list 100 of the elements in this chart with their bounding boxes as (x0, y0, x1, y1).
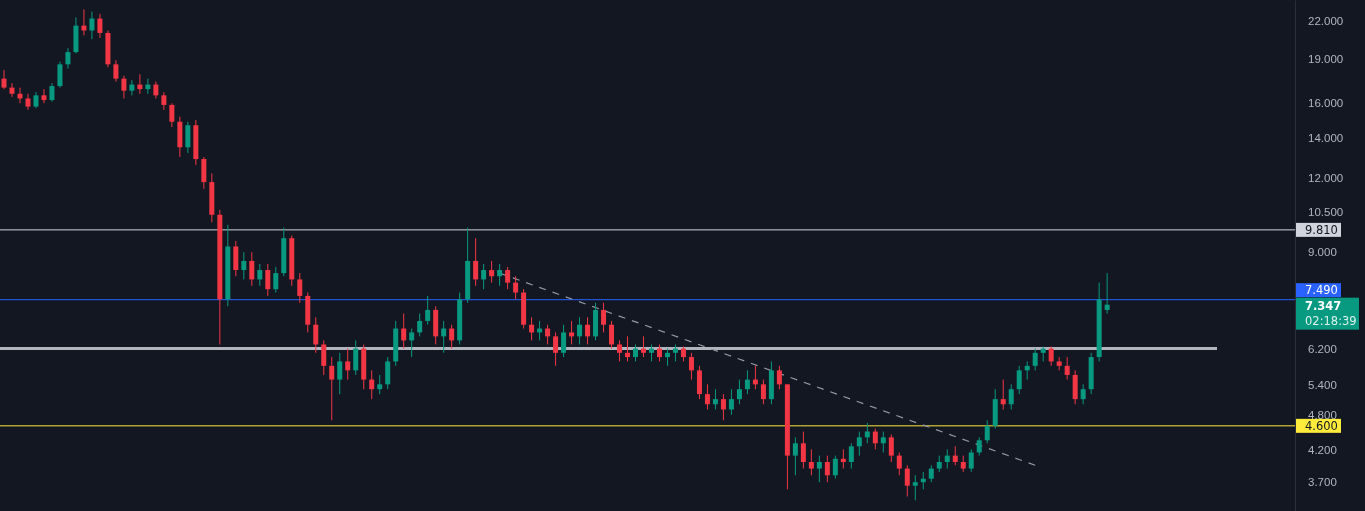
candlestick (944, 448, 950, 470)
candlestick (57, 61, 63, 89)
candlestick (561, 324, 567, 358)
candlestick (41, 88, 47, 104)
candlestick (569, 320, 575, 345)
candlestick (417, 313, 423, 337)
candlestick (481, 263, 487, 290)
candlestick (353, 339, 359, 376)
candlestick (840, 448, 846, 470)
candlestick (553, 331, 559, 367)
candlestick (704, 383, 710, 410)
candlestick (265, 263, 271, 297)
candlestick (377, 374, 383, 395)
text: 02:18:39 (1305, 313, 1357, 328)
candlestick (449, 324, 455, 350)
candlestick (824, 455, 830, 483)
candlestick (832, 455, 838, 480)
ref-line-label: 7.490 (1305, 283, 1338, 298)
candlestick (1048, 346, 1054, 367)
candlestick (497, 263, 503, 287)
y-tick-label: 16.000 (1308, 97, 1344, 110)
candlestick (872, 428, 878, 450)
candlestick (609, 320, 615, 350)
candlestick (425, 295, 431, 326)
ref-line-label: 9.810 (1305, 222, 1338, 237)
candlestick (577, 316, 583, 345)
candlestick (321, 339, 327, 376)
candlestick (776, 365, 782, 390)
y-tick-label: 5.400 (1308, 378, 1337, 391)
candlestick (808, 448, 814, 476)
candlestick (904, 464, 910, 498)
candlestick (1032, 348, 1038, 371)
candlestick (385, 356, 391, 390)
candlestick (9, 82, 15, 98)
candlestick (888, 433, 894, 463)
candlestick (169, 102, 175, 128)
candlestick (1000, 379, 1006, 410)
candlestick (984, 419, 990, 444)
candlestick (49, 82, 55, 103)
candlestick (329, 356, 335, 421)
candlestick (401, 313, 407, 350)
text: 7.347 (1305, 298, 1342, 313)
candlestick (273, 266, 279, 294)
candlestick (545, 324, 551, 345)
y-tick-label: 3.700 (1308, 476, 1337, 489)
candlestick (976, 436, 982, 457)
candlestick (1016, 365, 1022, 395)
candlestick (848, 442, 854, 470)
candlestick (233, 240, 239, 277)
candlestick (816, 455, 822, 483)
y-tick-label: 6.200 (1308, 342, 1337, 355)
candlestick (441, 320, 447, 354)
candlestick (1104, 272, 1110, 315)
candlestick (968, 448, 974, 473)
candlestick (800, 431, 806, 470)
candlestick (513, 275, 519, 300)
candlestick (880, 431, 886, 453)
candlestick (585, 316, 591, 345)
candlestick (744, 369, 750, 395)
candlestick (97, 13, 103, 39)
candlestick (201, 156, 207, 190)
y-tick-label: 4.200 (1308, 443, 1337, 456)
candlestick (529, 316, 535, 341)
candlestick (625, 335, 631, 362)
y-tick-label: 9.000 (1308, 246, 1337, 259)
candlestick (89, 11, 95, 40)
candlestick (345, 348, 351, 381)
candlestick (313, 316, 319, 354)
y-tick-label: 19.000 (1308, 53, 1344, 66)
candlestick (337, 352, 343, 395)
candlestick (760, 379, 766, 405)
candlestick (121, 75, 127, 99)
candlestick (257, 263, 263, 287)
candlestick (1008, 383, 1014, 410)
candlestick (728, 388, 734, 416)
candlestick (249, 251, 255, 287)
y-tick-label: 12.000 (1308, 171, 1344, 184)
candlestick (912, 474, 918, 501)
candlestick (952, 445, 958, 466)
candlestick (1064, 356, 1070, 381)
candlestick (489, 260, 495, 284)
candlestick (641, 335, 646, 358)
candlestick (473, 237, 479, 287)
candlestick (617, 339, 623, 362)
candlestick (409, 328, 415, 358)
candlestick (696, 365, 702, 400)
candlestick (736, 379, 742, 405)
candlestick (241, 251, 247, 280)
candlestick (1080, 383, 1086, 405)
candlestick (720, 393, 726, 421)
candlestick (297, 272, 303, 304)
candlestick (185, 121, 191, 154)
candlestick (792, 436, 798, 476)
candlestick (1, 69, 7, 90)
candlestick (505, 266, 511, 290)
candlestick (896, 451, 902, 476)
y-tick-label: 14.000 (1308, 132, 1344, 145)
y-tick-label: 22.000 (1308, 15, 1344, 28)
candlestick (369, 369, 375, 400)
candlestick (856, 431, 862, 457)
